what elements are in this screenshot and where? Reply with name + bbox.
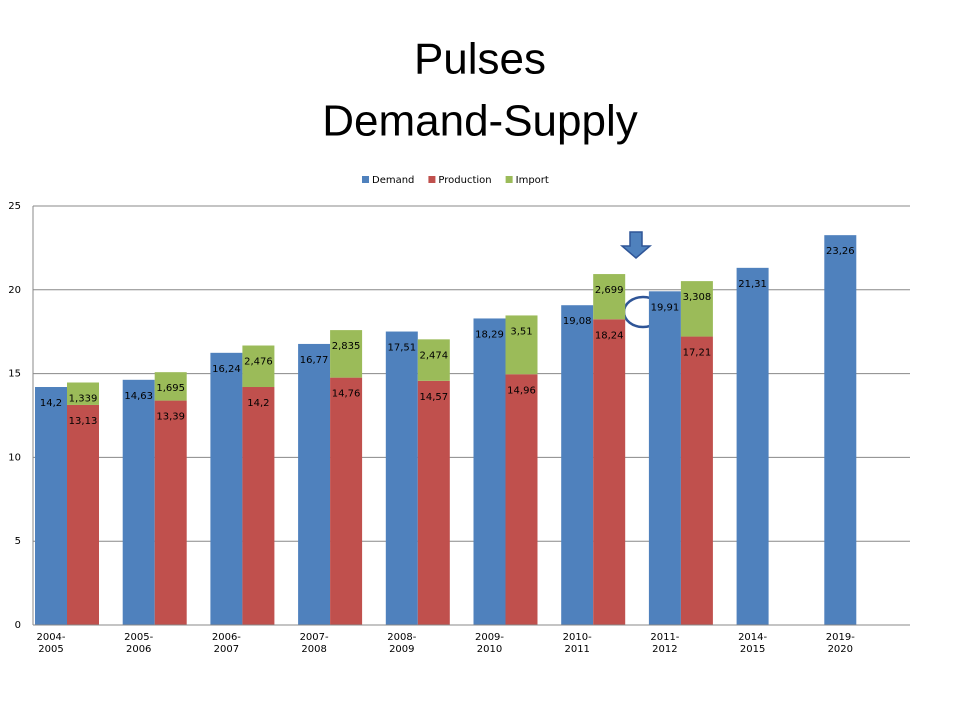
data-label: 19,08 — [563, 316, 592, 327]
y-tick-label: 25 — [8, 201, 21, 212]
x-tick-line: 2009 — [389, 644, 414, 655]
x-tick-label: 2010-2011 — [563, 632, 592, 655]
bar — [561, 305, 594, 625]
x-tick-line: 2011 — [564, 644, 589, 655]
bar — [330, 377, 363, 625]
data-label: 14,63 — [124, 391, 153, 402]
x-tick-line: 2007- — [300, 632, 329, 643]
x-tick-line: 2010- — [563, 632, 592, 643]
data-label: 17,51 — [387, 343, 416, 354]
data-label: 13,39 — [156, 412, 185, 423]
bar — [67, 382, 99, 405]
x-tick-line: 2015 — [740, 644, 765, 655]
x-tick-label: 2007-2008 — [300, 632, 329, 655]
bar — [417, 380, 450, 625]
x-tick-line: 2006 — [126, 644, 151, 655]
arrow — [619, 231, 653, 259]
bar — [736, 267, 769, 625]
legend-label: Demand — [372, 175, 414, 186]
y-tick-label: 0 — [15, 620, 21, 631]
legend-swatch — [505, 176, 513, 183]
bar — [330, 330, 363, 378]
data-label: 14,57 — [419, 392, 448, 403]
x-tick-line: 2009- — [475, 632, 504, 643]
x-tick-label: 2014-2015 — [738, 632, 767, 655]
data-label: 1,339 — [69, 393, 98, 404]
x-tick-label: 2008-2009 — [387, 632, 416, 655]
bar — [154, 372, 187, 401]
data-label: 1,695 — [156, 383, 185, 394]
x-tick-line: 2006- — [212, 632, 241, 643]
bar — [122, 379, 155, 625]
legend-swatch — [362, 176, 369, 183]
x-tick-line: 2005- — [124, 632, 153, 643]
bar — [67, 404, 99, 625]
bar — [154, 400, 187, 625]
y-tick-label: 5 — [15, 536, 21, 547]
bar — [505, 374, 538, 625]
bar — [210, 352, 243, 625]
x-tick-label: 2006-2007 — [212, 632, 241, 655]
x-tick-line: 2005 — [38, 644, 63, 655]
x-tick-line: 2008 — [301, 644, 326, 655]
legend-swatch — [428, 176, 436, 183]
x-tick-line: 2007 — [214, 644, 239, 655]
x-tick-label: 2009-2010 — [475, 632, 504, 655]
data-label: 2,474 — [419, 350, 448, 361]
y-tick-label: 10 — [8, 452, 21, 463]
chart-title: Pulses — [414, 35, 546, 84]
x-tick-line: 2011- — [650, 632, 679, 643]
bar — [385, 331, 418, 625]
y-tick-label: 15 — [8, 369, 21, 380]
data-label: 3,51 — [510, 326, 532, 337]
x-tick-line: 2014- — [738, 632, 767, 643]
data-label: 2,835 — [332, 341, 361, 352]
data-label: 16,24 — [212, 364, 241, 375]
x-tick-line: 2020 — [828, 644, 853, 655]
data-label: 2,476 — [244, 357, 273, 368]
bar — [680, 281, 713, 337]
data-label: 16,77 — [300, 355, 329, 366]
data-label: 2,699 — [595, 285, 624, 296]
legend-label: Production — [438, 175, 491, 186]
x-tick-line: 2004- — [36, 632, 65, 643]
bar — [593, 319, 626, 625]
x-tick-label: 2005-2006 — [124, 632, 153, 655]
data-label: 18,29 — [475, 329, 504, 340]
x-tick-line: 2008- — [387, 632, 416, 643]
data-label: 14,96 — [507, 385, 536, 396]
x-tick-line: 2010 — [477, 644, 502, 655]
data-label: 14,76 — [332, 389, 361, 400]
data-label: 19,91 — [651, 302, 680, 313]
bar — [824, 235, 857, 625]
x-tick-line: 2012 — [652, 644, 677, 655]
data-label: 23,26 — [826, 246, 855, 257]
x-tick-label: 2019-2020 — [826, 632, 855, 655]
x-tick-line: 2019- — [826, 632, 855, 643]
data-label: 18,24 — [595, 330, 624, 341]
data-label: 14,2 — [247, 398, 269, 409]
bar — [593, 274, 626, 320]
bar — [648, 291, 681, 625]
bar — [242, 345, 275, 388]
data-label: 14,2 — [40, 398, 62, 409]
bar — [680, 336, 713, 625]
bar — [35, 387, 67, 625]
bar — [505, 315, 538, 375]
data-label: 13,13 — [69, 416, 98, 427]
bar — [298, 343, 331, 625]
x-tick-label: 2011-2012 — [650, 632, 679, 655]
legend-label: Import — [516, 175, 549, 186]
x-tick-label: 2004-2005 — [36, 632, 65, 655]
bar — [473, 318, 506, 625]
chart-title: Demand-Supply — [322, 97, 638, 146]
bar — [242, 387, 275, 625]
bar — [417, 339, 450, 381]
y-tick-label: 20 — [8, 285, 21, 296]
data-label: 3,308 — [683, 292, 712, 303]
data-label: 21,31 — [738, 279, 767, 290]
data-label: 17,21 — [683, 348, 712, 359]
